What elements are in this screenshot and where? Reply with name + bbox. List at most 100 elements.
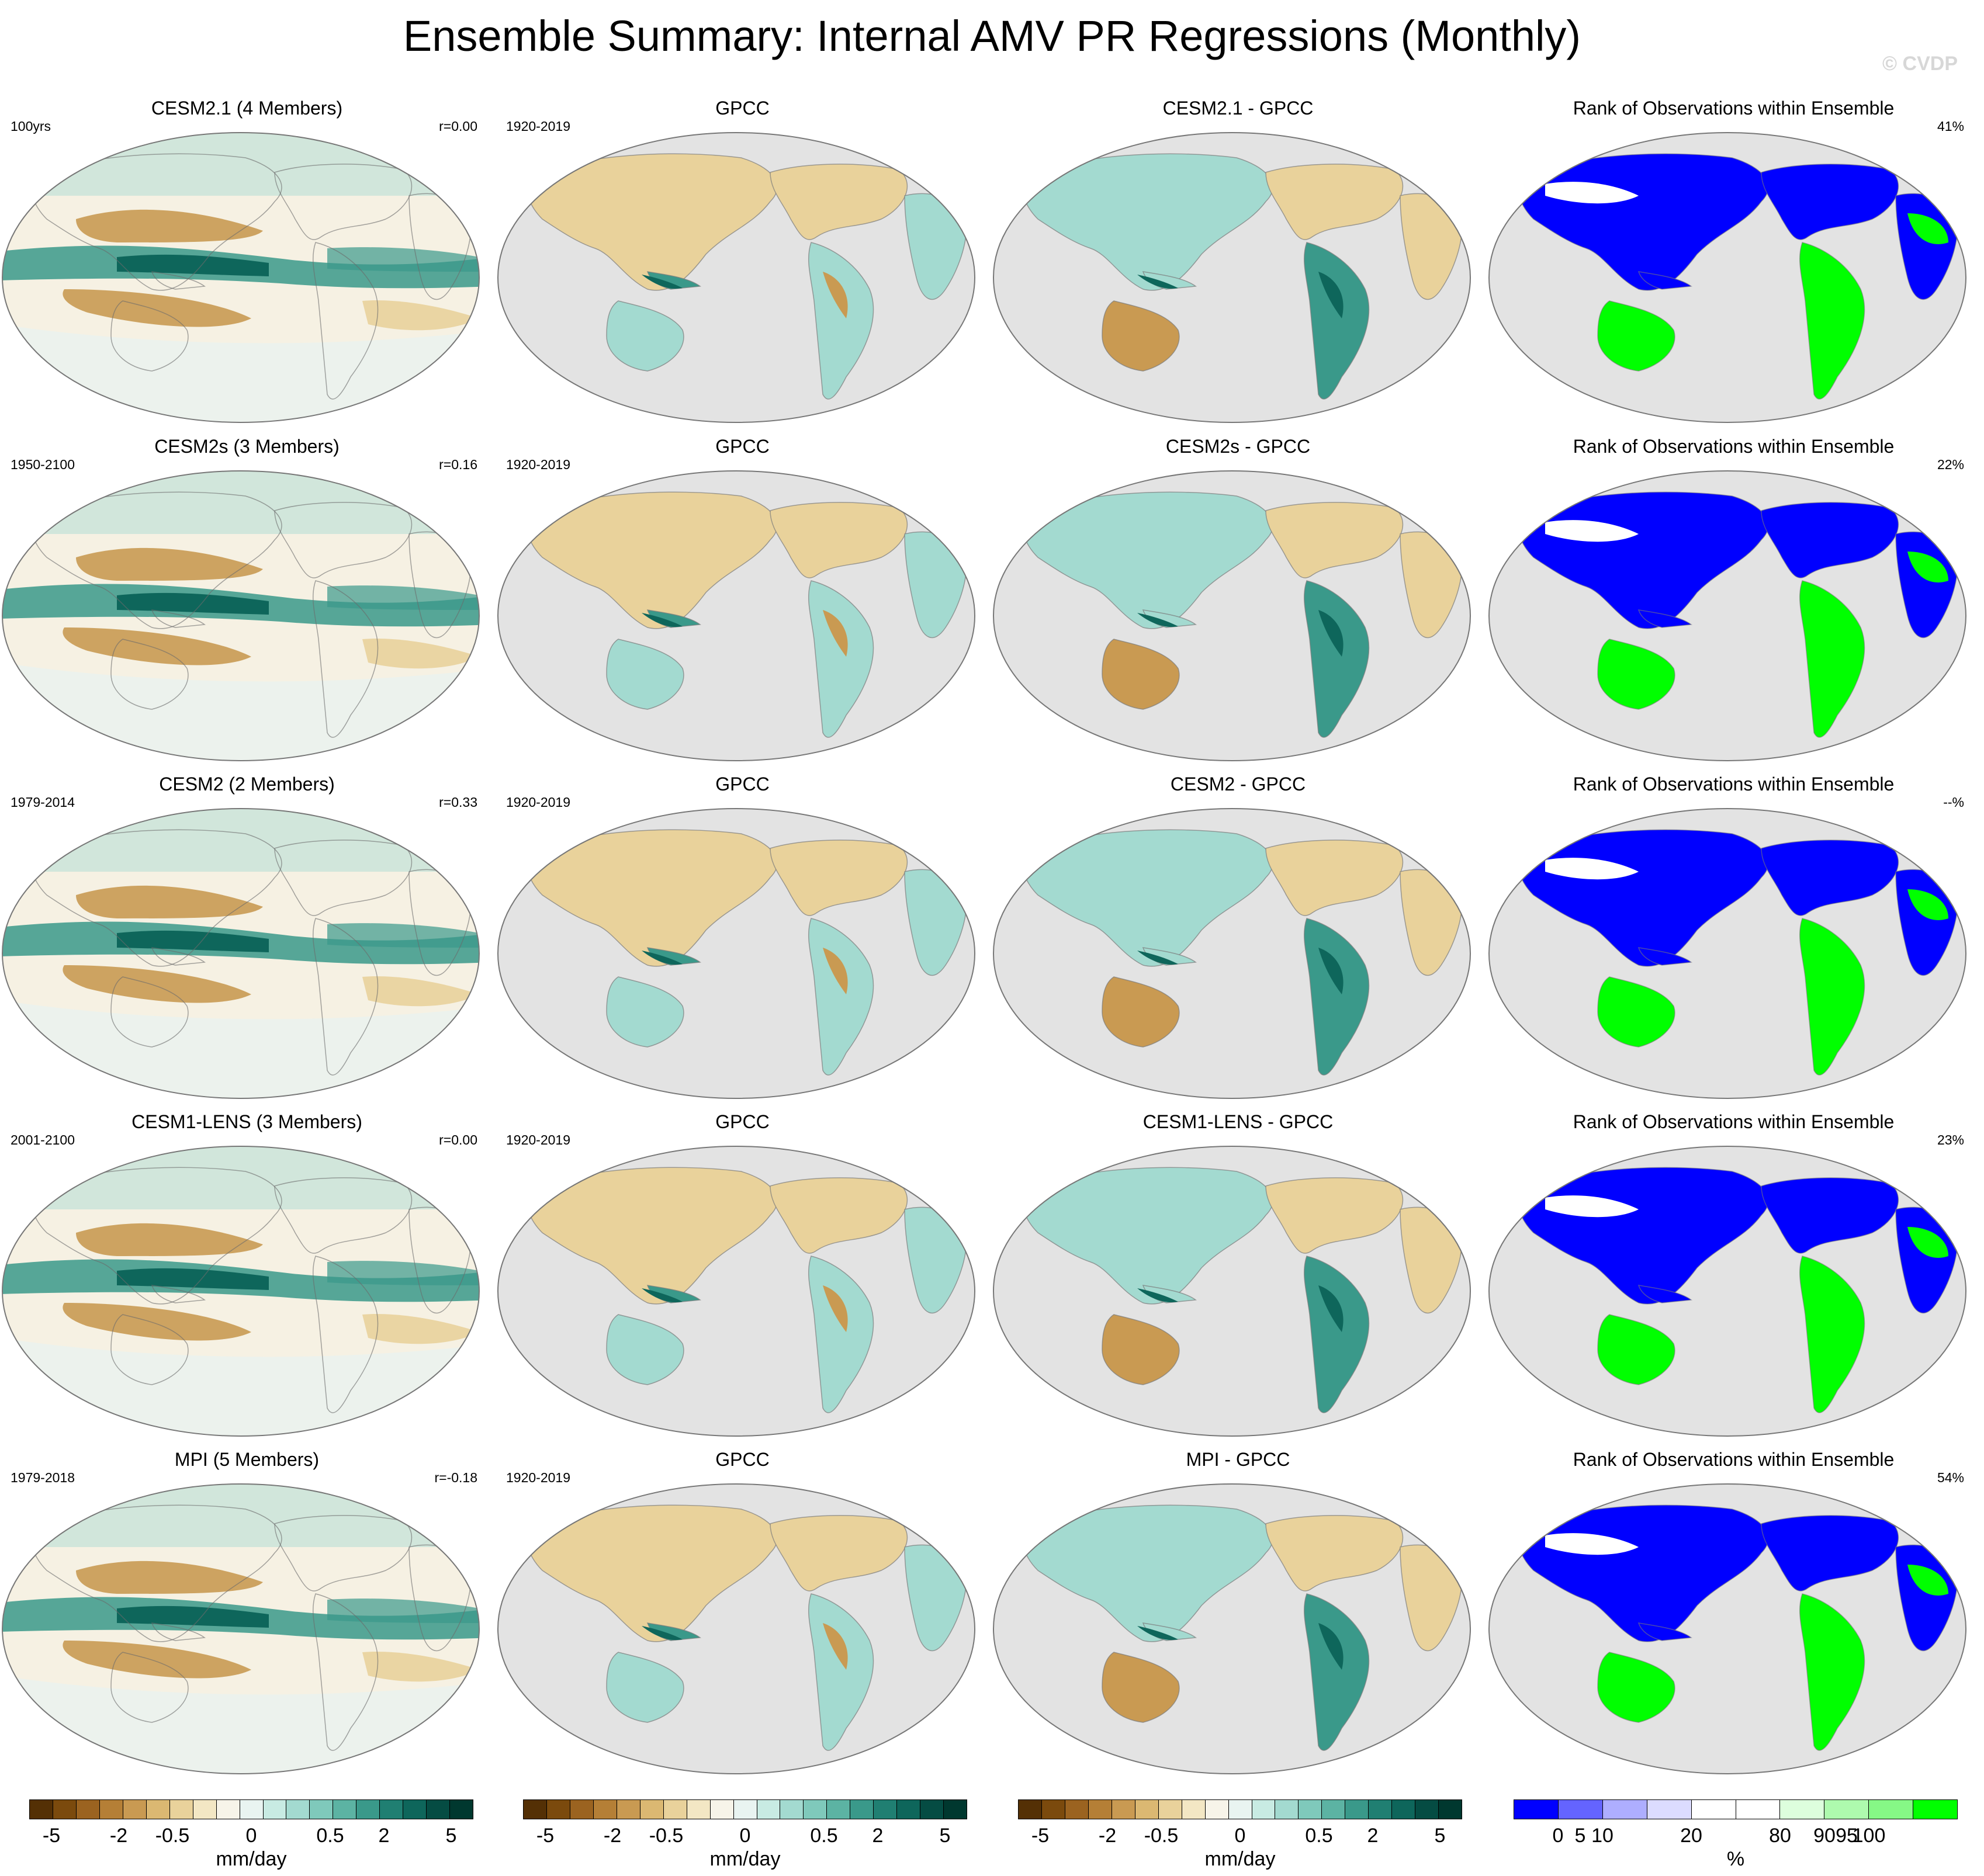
panel-title: MPI (5 Members) (174, 1449, 320, 1470)
colorbar-rank: % 0 5 10 20 80 90 95 100 (1514, 1799, 1958, 1870)
colorbar-swatch (263, 1800, 287, 1819)
colorbar-swatch (53, 1800, 77, 1819)
panel-title: Rank of Observations within Ensemble (1573, 774, 1895, 795)
panel-diff-row1: CESM2.1 - GPCC (991, 96, 1485, 432)
colorbar-swatch (356, 1800, 380, 1819)
colorbar-swatch (1135, 1800, 1159, 1819)
colorbar-swatch (1088, 1800, 1112, 1819)
panel-stat-label: r=0.00 (439, 119, 477, 134)
panel-period-label: 100yrs (11, 119, 51, 134)
panel-title: CESM2.1 (4 Members) (151, 98, 343, 119)
colorbar-swatch (30, 1800, 53, 1819)
colorbar-swatch (850, 1800, 874, 1819)
panel-period-label: 1950-2100 (11, 457, 75, 472)
colorbar-swatch (240, 1800, 264, 1819)
colorbar-swatch (1558, 1800, 1603, 1819)
panel-title: Rank of Observations within Ensemble (1573, 436, 1895, 457)
colorbar-swatch (99, 1800, 123, 1819)
panel-period-label: 1920-2019 (506, 1470, 570, 1485)
panel-period-label: 1920-2019 (506, 119, 570, 134)
colorbar-swatch (757, 1800, 781, 1819)
panel-title: GPCC (715, 1111, 770, 1132)
panel-period-label: 1979-2018 (11, 1470, 75, 1485)
panel-obs-row4: GPCC 1920-2019 (496, 1110, 989, 1446)
colorbar-tick-label: 2 (1367, 1825, 1379, 1847)
colorbar-model-boxes (29, 1799, 473, 1819)
colorbar-swatch (1439, 1800, 1462, 1819)
colorbar-diff-unit: mm/day (1204, 1848, 1276, 1870)
panel-obs-row2: GPCC 1920-2019 (496, 435, 989, 771)
colorbar-swatch (1158, 1800, 1182, 1819)
colorbar-tick-label: -2 (603, 1825, 622, 1847)
map-rank (1488, 470, 1966, 761)
panel-title: CESM1-LENS (3 Members) (131, 1111, 362, 1132)
panel-rank-row4: Rank of Observations within Ensemble 23% (1487, 1110, 1980, 1446)
panel-title: Rank of Observations within Ensemble (1573, 1111, 1895, 1132)
map-rank (1488, 808, 1966, 1099)
colorbar-swatch (1869, 1800, 1914, 1819)
colorbar-tick-label: -0.5 (1144, 1825, 1179, 1847)
panel-period-label: 1920-2019 (506, 795, 570, 810)
map-rank (1488, 1483, 1966, 1774)
colorbar-swatch (663, 1800, 687, 1819)
panel-stat-label: 54% (1937, 1470, 1964, 1485)
panel-diff-row5: MPI - GPCC (991, 1448, 1485, 1784)
panel-stat-label: r=0.16 (439, 457, 477, 472)
panel-model-row4: CESM1-LENS (3 Members) 2001-2100 r=0.00 (0, 1110, 494, 1446)
panel-title: CESM2s - GPCC (1165, 436, 1311, 457)
panel-title: GPCC (715, 436, 770, 457)
panel-title: CESM2 - GPCC (1170, 774, 1306, 795)
panel-title: Rank of Observations within Ensemble (1573, 98, 1895, 119)
colorbar-rank-boxes (1514, 1799, 1958, 1819)
colorbar-swatch (1647, 1800, 1692, 1819)
colorbar-swatch (1369, 1800, 1393, 1819)
colorbar-tick-label: -0.5 (649, 1825, 684, 1847)
colorbar-tick-label: 10 (1591, 1825, 1613, 1847)
colorbar-rank-unit: % (1726, 1848, 1745, 1870)
colorbar-tick-label: 5 (445, 1825, 457, 1847)
panel-stat-label: r=0.00 (439, 1132, 477, 1147)
panel-title: CESM1-LENS - GPCC (1142, 1111, 1334, 1132)
colorbar-swatch (570, 1800, 594, 1819)
map-obs (497, 808, 975, 1099)
colorbar-swatch (1345, 1800, 1369, 1819)
panel-period-label: 1920-2019 (506, 457, 570, 472)
map-model (2, 1483, 480, 1774)
colorbar-diff-boxes (1018, 1799, 1462, 1819)
colorbar-swatch (617, 1800, 640, 1819)
colorbar-swatch (593, 1800, 617, 1819)
panel-model-row1: CESM2.1 (4 Members) 100yrs r=0.00 (0, 96, 494, 432)
colorbar-tick-label: 0 (1552, 1825, 1564, 1847)
colorbar-model: mm/day -5 -2 -0.5 0 0.5 2 5 (29, 1799, 473, 1870)
map-diff (993, 808, 1471, 1099)
panel-stat-label: --% (1943, 795, 1964, 810)
colorbar-swatch (546, 1800, 570, 1819)
colorbar-swatch (1913, 1800, 1958, 1819)
colorbar-swatch (1112, 1800, 1135, 1819)
map-obs (497, 132, 975, 423)
colorbar-tick-label: 20 (1680, 1825, 1702, 1847)
colorbar-swatch (804, 1800, 827, 1819)
colorbar-swatch (780, 1800, 804, 1819)
map-diff (993, 1146, 1471, 1437)
panel-rank-row3: Rank of Observations within Ensemble --% (1487, 772, 1980, 1108)
map-model (2, 132, 480, 423)
colorbar-swatch (193, 1800, 217, 1819)
colorbar-swatch (1228, 1800, 1252, 1819)
colorbar-swatch (1275, 1800, 1299, 1819)
colorbar-tick-label: 5 (1574, 1825, 1586, 1847)
colorbar-swatch (76, 1800, 100, 1819)
colorbar-swatch (333, 1800, 357, 1819)
colorbar-tick-label: 0.5 (316, 1825, 344, 1847)
colorbar-tick-label: -5 (1031, 1825, 1050, 1847)
panel-obs-row5: GPCC 1920-2019 (496, 1448, 989, 1784)
map-obs (497, 1146, 975, 1437)
colorbar-swatch (687, 1800, 711, 1819)
panel-obs-row1: GPCC 1920-2019 (496, 96, 989, 432)
colorbar-swatch (1514, 1800, 1559, 1819)
colorbar-tick-label: 0.5 (810, 1825, 838, 1847)
colorbar-swatch (427, 1800, 451, 1819)
colorbar-swatch (874, 1800, 898, 1819)
colorbar-swatch (1065, 1800, 1089, 1819)
colorbar-tick-label: 5 (1434, 1825, 1446, 1847)
